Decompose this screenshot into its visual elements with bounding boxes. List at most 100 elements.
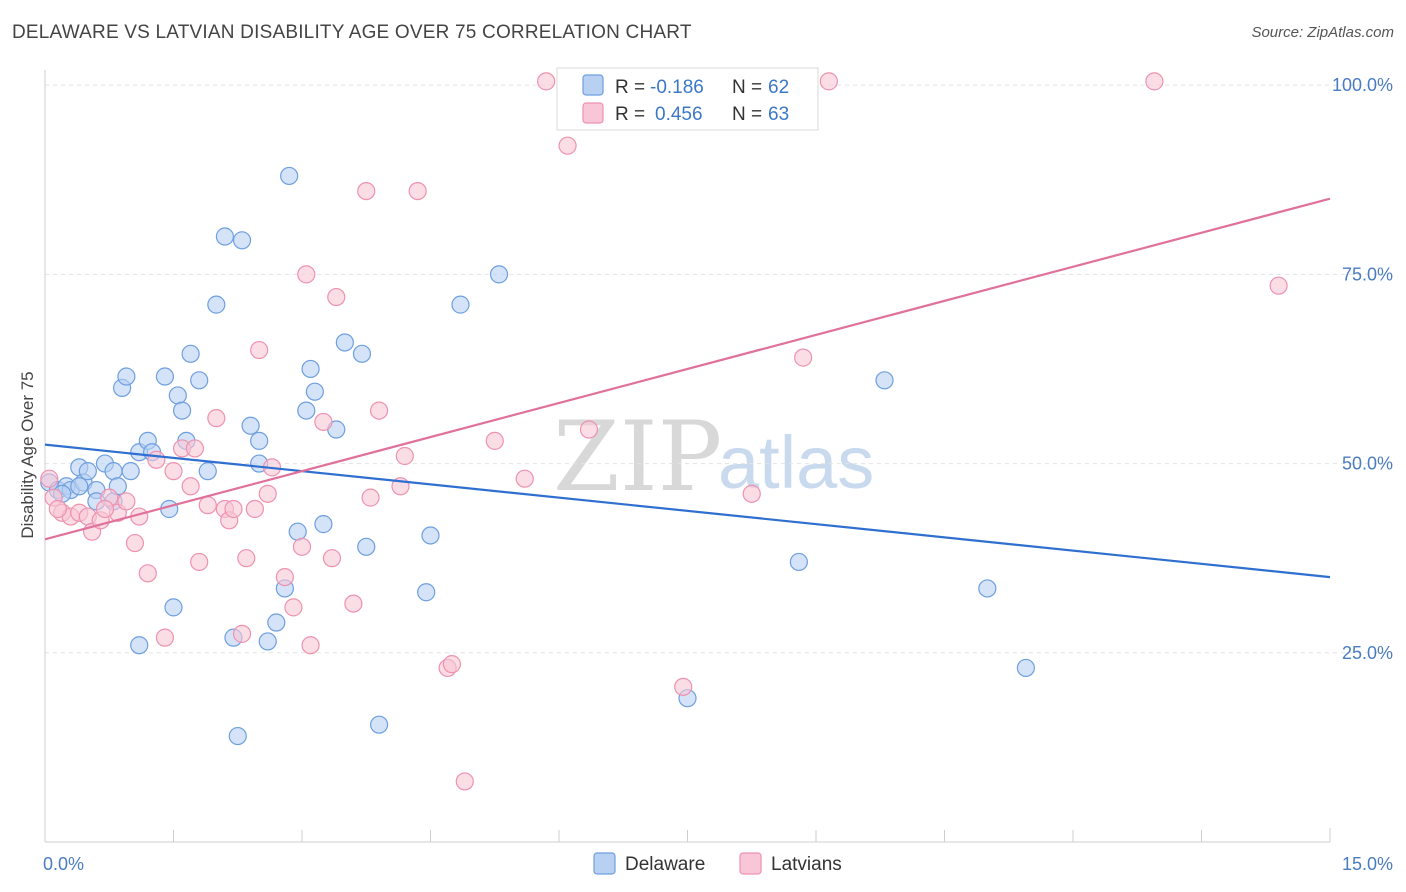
latvians-point-39 (327, 287, 346, 307)
delaware-points (40, 166, 1035, 746)
legend-n-label-delaware: N = (732, 77, 762, 98)
trend-lines (44, 197, 1331, 579)
latvians-point-14 (147, 450, 166, 469)
y-axis-label: Disability Age Over 75 (18, 371, 37, 538)
delaware-point-26 (190, 371, 209, 390)
delaware-point-40 (288, 522, 307, 541)
latvians-point-13 (138, 564, 157, 583)
axes (44, 70, 1331, 843)
delaware-point-59 (130, 636, 149, 655)
delaware-point-58 (1016, 658, 1035, 678)
latvians-point-41 (357, 181, 376, 201)
legend-r-label-latvians: R = (615, 104, 645, 125)
latvians-point-16 (164, 462, 183, 481)
latvians-point-15 (155, 628, 175, 647)
latvians-point-35 (297, 265, 316, 284)
delaware-point-46 (335, 333, 354, 352)
delaware-point-39 (280, 166, 299, 186)
y-tick-label-1: 50.0% (1342, 454, 1393, 474)
latvians-point-10 (117, 492, 136, 511)
latvians-point-27 (237, 549, 256, 568)
latvians-point-34 (292, 537, 312, 556)
source-label: Source: ZipAtlas.com (1251, 24, 1394, 41)
latvians-point-36 (301, 636, 320, 655)
x-tick-label-1: 15.0% (1342, 854, 1393, 874)
latvians-point-46 (408, 181, 427, 201)
bottom-legend-label-delaware: Delaware (625, 854, 705, 875)
latvians-point-18 (181, 477, 200, 496)
y-tick-label-0: 25.0% (1342, 643, 1393, 663)
delaware-point-33 (241, 416, 260, 435)
y-tick-label-2: 75.0% (1342, 264, 1393, 284)
delaware-point-57 (978, 579, 997, 598)
delaware-point-25 (181, 344, 200, 363)
bottom-legend-swatch-delaware (593, 852, 616, 875)
delaware-point-42 (301, 359, 320, 379)
latvians-point-55 (674, 677, 693, 696)
delaware-point-37 (267, 613, 286, 632)
delaware-point-15 (121, 462, 140, 481)
watermark: ZIP atlas (553, 401, 874, 513)
latvians-point-51 (515, 469, 534, 488)
bottom-legend: Delaware Latvians (593, 852, 842, 875)
delaware-point-11 (104, 462, 123, 481)
latvians-point-11 (125, 533, 145, 553)
latvians-point-56 (742, 484, 761, 503)
legend-r-value-delaware: -0.186 (650, 77, 704, 98)
latvians-point-0 (40, 469, 59, 488)
latvians-point-28 (245, 499, 264, 519)
legend-r-label-delaware: R = (615, 77, 645, 98)
latvians-point-21 (198, 496, 217, 515)
latvians-point-32 (275, 567, 294, 587)
latvians-point-26 (232, 624, 252, 643)
delaware-point-19 (155, 367, 175, 386)
latvians-point-29 (250, 340, 269, 360)
delaware-point-27 (198, 462, 217, 481)
delaware-point-32 (232, 231, 252, 250)
latvians-point-43 (370, 401, 389, 420)
latvians-point-42 (361, 488, 380, 507)
delaware-point-14 (117, 367, 136, 386)
delaware-point-48 (357, 537, 376, 556)
watermark-atlas: atlas (718, 421, 874, 504)
latvians-point-62 (95, 499, 115, 519)
delaware-point-36 (258, 632, 277, 651)
delaware-point-50 (417, 583, 436, 602)
delaware-point-49 (370, 715, 389, 734)
delaware-trend-line (44, 443, 1331, 579)
latvians-point-30 (258, 484, 277, 503)
delaware-point-21 (164, 598, 183, 617)
bottom-legend-label-latvians: Latvians (771, 854, 842, 875)
delaware-point-60 (70, 477, 89, 496)
latvians-trend-line (44, 197, 1331, 541)
delaware-point-22 (168, 386, 187, 405)
delaware-point-34 (250, 431, 269, 450)
latvians-point-53 (558, 136, 577, 155)
delaware-point-44 (314, 515, 333, 534)
latvians-point-52 (537, 72, 556, 91)
latvians-point-59 (1145, 72, 1164, 91)
latvians-point-49 (455, 772, 474, 791)
delaware-point-56 (875, 371, 894, 390)
delaware-point-51 (421, 526, 440, 545)
legend-n-value-latvians: 63 (768, 104, 789, 125)
delaware-point-29 (215, 227, 234, 246)
latvians-point-38 (322, 549, 342, 568)
latvians-point-57 (794, 348, 813, 367)
latvians-point-45 (395, 446, 414, 466)
latvians-point-61 (48, 499, 67, 519)
gridlines (45, 84, 1388, 654)
top-legend: R = -0.186 N = 62 R = 0.456 N = 63 (556, 67, 819, 131)
y-tick-labels: 25.0% 50.0% 75.0% 100.0% (1332, 75, 1393, 663)
delaware-point-43 (305, 382, 324, 401)
legend-r-value-latvians: 0.456 (655, 104, 703, 125)
x-tick-labels: 0.0% 15.0% (43, 854, 1393, 874)
latvians-points (40, 72, 1288, 791)
delaware-point-41 (297, 401, 316, 420)
latvians-point-50 (485, 431, 504, 450)
chart-title: DELAWARE VS LATVIAN DISABILITY AGE OVER … (12, 22, 692, 43)
latvians-point-40 (344, 594, 363, 613)
bottom-legend-swatch-latvians (739, 852, 762, 875)
legend-n-value-delaware: 62 (768, 77, 789, 98)
